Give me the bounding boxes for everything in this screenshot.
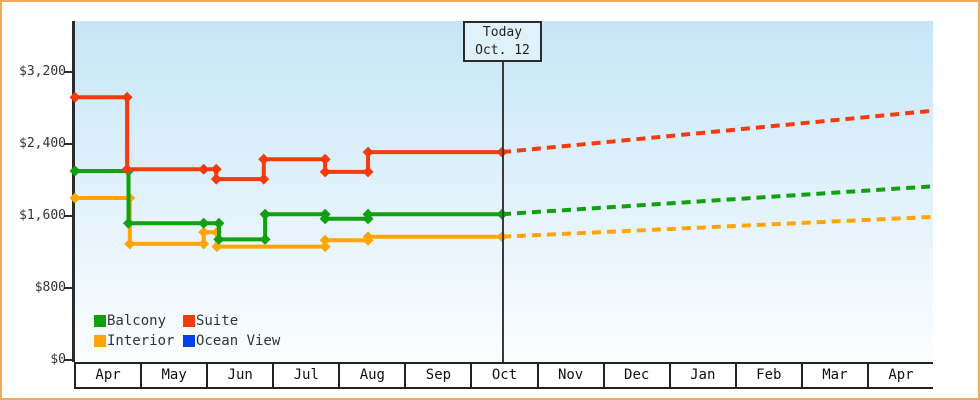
y-axis-tick-mark (64, 71, 73, 73)
month-axis-cell: May (140, 364, 206, 387)
price-point-marker (362, 166, 374, 178)
month-axis-cell: Dec (602, 364, 669, 387)
legend-item-ocean-view: Ocean View (183, 333, 281, 349)
y-axis-tick-mark (64, 359, 73, 361)
legend-item-balcony: Balcony (94, 313, 183, 329)
series-suite (69, 91, 934, 185)
y-axis-tick-label: $2,400 (19, 136, 66, 151)
price-point-marker (121, 163, 133, 175)
price-point-marker (362, 231, 374, 243)
month-axis-cell: Oct (470, 364, 536, 387)
price-point-marker (122, 217, 134, 229)
legend-swatch-icon (94, 315, 106, 327)
price-point-marker (198, 226, 210, 238)
price-point-marker (259, 208, 271, 220)
price-point-marker (198, 163, 210, 175)
legend-swatch-icon (183, 335, 195, 347)
price-point-marker (69, 192, 81, 204)
y-axis-tick-label: $3,200 (19, 64, 66, 79)
price-point-marker (69, 165, 81, 177)
price-point-marker (198, 217, 210, 229)
y-axis-line (72, 21, 75, 362)
price-point-marker (210, 163, 222, 175)
y-axis-tick-label: $0 (50, 352, 66, 367)
today-label: Today (482, 25, 523, 40)
month-axis-cell: Jun (206, 364, 272, 387)
today-marker-line (502, 60, 504, 362)
price-point-marker (319, 166, 331, 178)
month-axis-cell: Nov (536, 364, 603, 387)
price-point-marker (362, 146, 374, 158)
month-axis-cell: Jul (272, 364, 338, 387)
legend-label: Balcony (107, 313, 167, 329)
forecast-line (501, 108, 934, 155)
price-point-marker (319, 153, 331, 165)
month-axis-cell: Apr (866, 364, 933, 387)
legend-swatch-icon (94, 335, 106, 347)
price-point-marker (258, 153, 270, 165)
month-axis-cell: Mar (800, 364, 867, 387)
month-axis-cell: Apr (95, 367, 121, 383)
price-point-marker (319, 241, 331, 253)
y-axis-tick-label: $800 (34, 280, 66, 295)
legend-item-suite: Suite (183, 313, 280, 329)
forecast-line (501, 184, 934, 217)
legend: Balcony Suite Interior Ocean View (94, 313, 281, 349)
today-date: Oct. 12 (475, 43, 530, 58)
price-point-marker (362, 208, 374, 220)
month-axis: Apr May Jun Jul Aug Sep Oct Nov Dec Jan Feb Mar Apr (74, 362, 933, 389)
legend-label: Suite (196, 313, 239, 329)
month-axis-cell: Feb (734, 364, 801, 387)
legend-label: Interior (107, 333, 175, 349)
y-axis-tick-mark (64, 215, 73, 217)
price-point-marker (213, 217, 225, 229)
month-axis-cell: Sep (404, 364, 470, 387)
price-point-marker (259, 233, 271, 245)
month-axis-cell: Jan (668, 364, 735, 387)
price-point-marker (69, 91, 81, 103)
today-box: Today Oct. 12 (463, 21, 542, 62)
price-point-marker (319, 213, 331, 225)
y-axis-tick-mark (64, 143, 73, 145)
price-point-marker (319, 234, 331, 246)
price-point-marker (198, 238, 210, 250)
forecast-line (501, 214, 934, 239)
y-axis-tick-mark (64, 287, 73, 289)
legend-item-interior: Interior (94, 333, 183, 349)
price-point-marker (213, 233, 225, 245)
month-axis-cell: Aug (338, 364, 404, 387)
legend-swatch-icon (183, 315, 195, 327)
legend-label: Ocean View (196, 333, 281, 349)
price-point-marker (210, 173, 222, 185)
y-axis-tick-label: $1,600 (19, 208, 66, 223)
price-point-marker (124, 238, 136, 250)
price-point-marker (121, 91, 133, 103)
price-point-marker (258, 173, 270, 185)
